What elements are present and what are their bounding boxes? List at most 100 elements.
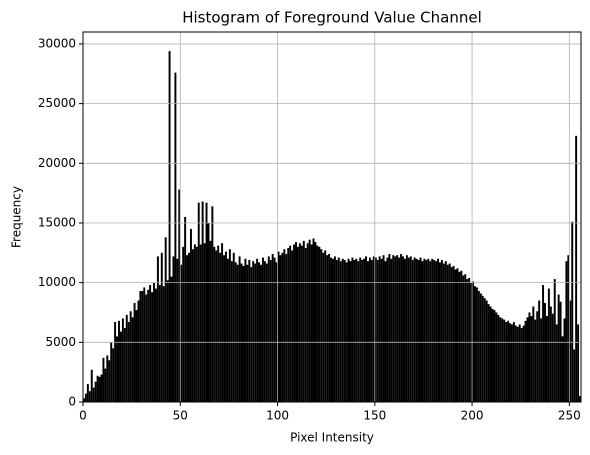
bar [261,257,264,402]
bar [121,318,124,402]
x-tick-label: 250 [558,409,581,423]
bar [559,301,562,402]
bar [339,261,342,402]
bar [108,360,111,402]
bar [300,245,303,402]
bar [236,264,239,402]
bar [417,259,420,402]
bar [254,263,257,402]
bar [135,310,138,402]
bar [180,264,183,402]
bar [133,302,136,402]
bar [318,246,321,402]
bar [438,262,441,402]
bar [538,300,541,402]
bar [147,289,150,402]
bar [172,256,175,402]
bar [405,255,408,402]
bar [94,381,97,402]
bar [534,319,537,402]
y-tick-label: 5000 [45,335,76,349]
bar [530,316,533,402]
bar [403,258,406,402]
bar [425,259,428,402]
bar [516,326,519,402]
bar [164,237,167,402]
bar [168,51,171,403]
bar [555,324,558,402]
bar [205,202,208,402]
bar [186,255,189,402]
bar [160,252,163,402]
bar [374,257,377,402]
bar [528,312,531,402]
y-tick-label: 15000 [38,215,76,229]
y-axis-label: Frequency [10,186,24,248]
bar [291,250,294,402]
bar [479,293,482,402]
bar [312,238,315,402]
bar [170,276,173,402]
bar [228,249,231,402]
bar [277,251,280,402]
bar [335,259,338,402]
bar [518,324,521,402]
bar [199,244,202,402]
y-tick-label: 20000 [38,156,76,170]
bar [178,189,181,402]
plot-frame [82,31,582,403]
bar [141,291,144,402]
bar [333,256,336,402]
bar [320,249,323,402]
bar [551,313,554,402]
bar [507,320,510,402]
bar [497,314,500,402]
bar [314,242,317,402]
bar [427,258,430,402]
bar [223,255,226,402]
bar [158,285,161,402]
bar [505,322,508,402]
bar [526,317,529,402]
bar [380,258,383,402]
bar [281,252,284,402]
bar [475,287,478,402]
bar [501,318,504,402]
bar [271,254,274,402]
bar [433,259,436,402]
bar [423,258,426,402]
bar [372,256,375,402]
bar [203,243,206,402]
bar [499,317,502,402]
bar [390,258,393,402]
bar [92,387,95,402]
y-tick-label: 10000 [38,275,76,289]
bar [452,265,455,402]
bar [349,261,352,402]
bar [84,393,87,402]
bar [263,261,266,402]
bar [462,275,465,402]
bar [191,249,194,402]
bar [166,280,169,402]
bar [542,285,545,402]
bar [512,322,515,402]
bar [460,270,463,402]
bar [189,228,192,402]
bar [88,391,91,402]
bar [256,258,259,402]
bar [258,262,261,402]
bar [328,254,331,402]
bar [296,246,299,402]
bar [215,250,218,402]
bar [197,202,200,402]
bar [156,256,159,402]
bar [131,317,134,402]
bar [489,306,492,402]
bar [102,357,105,402]
bar [466,279,469,402]
bar [367,261,369,402]
bar [446,264,449,402]
bar [444,261,447,402]
bar [563,318,566,402]
